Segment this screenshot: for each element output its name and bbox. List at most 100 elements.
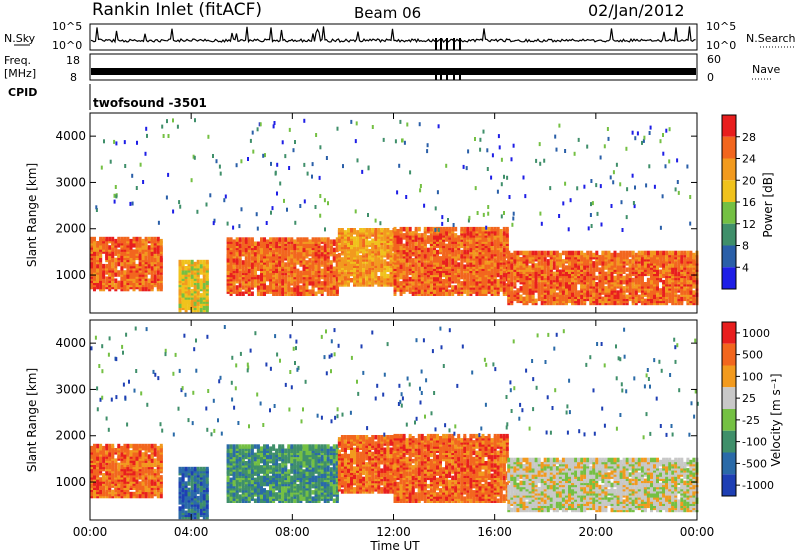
power-cell <box>445 254 449 259</box>
power-cell <box>159 245 163 250</box>
power-scatter-cell <box>476 211 479 215</box>
power-cell <box>674 298 678 304</box>
power-scatter-cell <box>356 158 359 163</box>
power-cell <box>460 281 464 286</box>
power-cell <box>362 263 366 268</box>
power-cell <box>534 298 538 304</box>
power-cell <box>266 266 269 271</box>
power-scatter-cell <box>599 155 602 160</box>
power-cell <box>281 279 285 284</box>
power-cell <box>386 228 390 233</box>
power-cell <box>643 282 647 287</box>
power-cell <box>466 241 470 246</box>
power-cell <box>490 241 494 246</box>
power-cell <box>317 276 321 282</box>
power-cell <box>622 250 626 256</box>
power-cell <box>460 260 464 265</box>
power-cell <box>365 228 369 233</box>
power-scatter-cell <box>626 187 629 192</box>
velocity-cell <box>132 491 136 497</box>
power-cell <box>546 275 550 281</box>
power-cell <box>247 268 251 274</box>
power-cell <box>241 281 245 286</box>
velocity-cell <box>117 462 121 468</box>
power-scatter-cell <box>441 221 444 226</box>
power-cell <box>643 254 647 260</box>
power-cell <box>487 231 491 236</box>
power-cell <box>365 280 369 285</box>
power-cell <box>571 298 574 304</box>
power-cell <box>513 282 517 287</box>
power-ytick-label: 1000 <box>55 268 86 282</box>
power-cell <box>93 236 96 242</box>
power-cell <box>293 239 297 244</box>
power-cell <box>275 254 279 259</box>
power-cell <box>199 263 203 269</box>
power-cell <box>114 268 118 273</box>
power-cell <box>463 233 467 238</box>
power-cell <box>460 272 464 278</box>
velocity-cell <box>153 468 157 474</box>
power-cell <box>674 288 678 293</box>
power-cell <box>616 265 620 270</box>
power-cell <box>256 258 260 263</box>
power-scatter-cell <box>482 129 485 134</box>
power-cell <box>129 238 133 244</box>
power-cell <box>284 237 288 242</box>
power-cell <box>296 260 300 265</box>
power-cell <box>460 254 464 259</box>
power-cell <box>356 246 360 252</box>
power-scatter-cell <box>190 178 193 183</box>
power-cell <box>156 249 160 254</box>
power-cell <box>335 281 339 286</box>
power-cell <box>659 273 663 279</box>
power-cell <box>616 252 620 258</box>
power-cell <box>329 260 333 265</box>
power-cell <box>665 265 669 270</box>
power-cell <box>607 259 611 264</box>
power-cell <box>241 285 245 290</box>
power-scatter-cell <box>512 211 515 216</box>
power-cell <box>226 266 230 271</box>
power-cell <box>256 274 260 280</box>
power-scatter-cell <box>491 153 494 158</box>
power-scatter-cell <box>205 202 208 207</box>
power-cell <box>290 243 294 249</box>
velocity-cell <box>90 445 93 451</box>
power-colorbar-tick-label: 8 <box>742 240 749 253</box>
power-cell <box>365 253 369 258</box>
power-scatter-cell <box>485 225 488 230</box>
power-cell <box>229 260 233 265</box>
power-cell <box>516 250 520 256</box>
power-cell <box>519 250 523 256</box>
power-cell <box>396 270 400 276</box>
power-cell <box>302 247 306 253</box>
power-cell <box>558 269 562 274</box>
power-cell <box>417 241 421 246</box>
power-cell <box>232 264 236 269</box>
power-scatter-cell <box>327 201 329 206</box>
power-cell <box>619 259 623 264</box>
power-cell <box>260 276 263 282</box>
power-scatter-cell <box>196 209 199 214</box>
power-cell <box>238 272 242 278</box>
power-scatter-cell <box>249 138 252 143</box>
power-cell <box>445 226 449 232</box>
velocity-cell <box>102 462 106 468</box>
power-cell <box>472 289 476 294</box>
power-scatter-cell <box>409 170 412 175</box>
power-scatter-cell <box>207 134 210 139</box>
power-cell <box>263 276 266 282</box>
power-cell <box>256 285 260 290</box>
power-scatter-cell <box>419 188 422 193</box>
power-cell <box>138 253 142 258</box>
power-cell <box>202 278 206 283</box>
power-cell <box>555 250 559 256</box>
power-cell <box>329 279 333 284</box>
power-scatter-cell <box>172 209 175 214</box>
velocity-cell <box>93 443 96 449</box>
power-cell <box>247 258 251 263</box>
power-scatter-cell <box>474 186 477 191</box>
power-cell <box>114 257 118 263</box>
power-cell <box>305 237 309 242</box>
